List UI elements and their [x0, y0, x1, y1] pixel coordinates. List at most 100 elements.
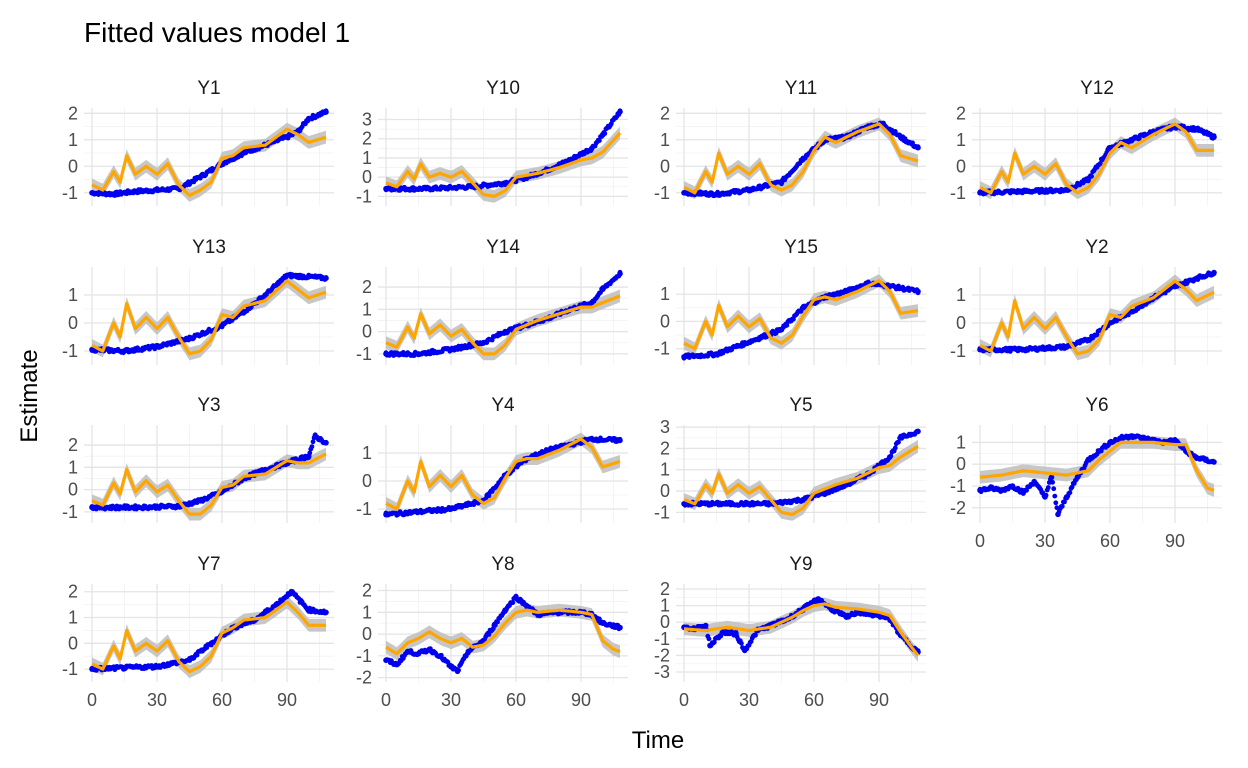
- y-tick-label: 2: [68, 103, 78, 123]
- observed-point: [426, 646, 433, 653]
- observed-point: [305, 453, 312, 460]
- observed-point: [617, 109, 623, 115]
- observed-point: [448, 346, 454, 353]
- observed-point: [383, 185, 389, 192]
- panel-y3: Y3 -10 12: [62, 395, 334, 523]
- y-tick-label: 0: [68, 633, 78, 653]
- observed-point: [437, 653, 444, 659]
- observed-point: [524, 603, 530, 609]
- observed-point: [502, 328, 509, 335]
- y-tick-label: -1: [356, 344, 372, 364]
- observed-point: [843, 288, 850, 295]
- y-tick-label: -1: [356, 499, 372, 519]
- observed-point: [510, 600, 516, 606]
- observed-point: [154, 344, 160, 350]
- observed-point: [998, 487, 1005, 494]
- observed-point: [197, 497, 204, 504]
- y-tick-label: 0: [956, 454, 966, 474]
- observed-point: [1062, 499, 1067, 505]
- panels-group: Y1-1012Y10-10123Y11-1012Y12-1012Y13-101Y…: [62, 78, 1222, 710]
- y-tick-label: 2: [362, 581, 372, 601]
- y-tick-label: -1: [62, 341, 78, 361]
- observed-point: [1107, 144, 1113, 151]
- observed-point: [305, 274, 312, 280]
- y-tick-label: -1: [356, 186, 372, 206]
- observed-points: [977, 433, 1217, 518]
- y-tick-label: 2: [68, 582, 78, 602]
- observed-point: [589, 436, 595, 442]
- fitted-line: [91, 127, 327, 197]
- y-tick-label: 1: [68, 285, 78, 305]
- observed-points: [89, 108, 329, 198]
- strip-label: Y4: [491, 395, 515, 416]
- observed-point: [284, 272, 290, 279]
- observed-point: [757, 335, 763, 341]
- observed-point: [208, 640, 214, 647]
- observed-point: [720, 629, 726, 635]
- observed-point: [597, 138, 602, 144]
- observed-point: [915, 428, 921, 435]
- panel-y12: Y12 -1 0 1 2: [950, 78, 1222, 206]
- observed-point: [305, 115, 312, 122]
- observed-point: [800, 496, 806, 503]
- observed-point: [778, 326, 785, 333]
- x-tick-label: 60: [804, 690, 824, 710]
- observed-point: [707, 642, 713, 649]
- observed-point: [545, 447, 552, 454]
- fitted-line: [979, 122, 1214, 195]
- y-tick-label: 0: [362, 471, 372, 491]
- strip-label: Y13: [192, 237, 226, 258]
- fitted-line: [683, 602, 920, 657]
- observed-point: [89, 346, 95, 353]
- observed-point: [1052, 493, 1058, 499]
- observed-point: [843, 614, 850, 620]
- observed-point: [854, 609, 861, 615]
- observed-point: [491, 622, 498, 629]
- observed-point: [1059, 503, 1065, 509]
- observed-point: [240, 309, 247, 315]
- observed-point: [897, 134, 904, 140]
- observed-point: [1096, 448, 1102, 454]
- observed-point: [1126, 312, 1131, 318]
- observed-point: [415, 509, 422, 515]
- observed-point: [724, 501, 731, 507]
- observed-point: [1085, 337, 1092, 343]
- y-tick-label: 1: [68, 608, 78, 628]
- strip-label: Y8: [491, 554, 514, 575]
- confidence-band: [386, 289, 620, 361]
- observed-point: [589, 299, 595, 306]
- observed-point: [310, 439, 316, 445]
- observed-point: [1107, 439, 1113, 446]
- chart-title: Fitted values model 1: [84, 17, 350, 48]
- fitted-line: [979, 279, 1215, 356]
- observed-point: [718, 633, 724, 639]
- observed-point: [121, 348, 128, 354]
- y-tick-label: -1: [950, 183, 966, 203]
- x-tick-label: 0: [975, 531, 985, 551]
- y-tick-label: -1: [950, 341, 966, 361]
- strip-label: Y7: [197, 554, 220, 575]
- observed-point: [599, 620, 606, 626]
- observed-point: [733, 631, 739, 637]
- observed-point: [323, 109, 329, 115]
- y-tick-label: 0: [362, 167, 372, 187]
- observed-point: [599, 286, 606, 293]
- y-tick-label: 0: [362, 322, 372, 342]
- observed-point: [132, 504, 139, 511]
- observed-point: [89, 666, 95, 672]
- y-tick-label: 0: [956, 156, 966, 176]
- observed-point: [1211, 459, 1217, 465]
- y-tick-label: 1: [362, 602, 372, 622]
- y-tick-label: 1: [660, 284, 670, 304]
- y-tick-label: 0: [68, 156, 78, 176]
- confidence-band: [980, 436, 1214, 497]
- observed-point: [1089, 173, 1094, 179]
- observed-point: [915, 288, 921, 295]
- observed-point: [1020, 489, 1027, 496]
- observed-point: [132, 188, 139, 195]
- observed-point: [262, 466, 269, 473]
- observed-point: [1193, 126, 1200, 132]
